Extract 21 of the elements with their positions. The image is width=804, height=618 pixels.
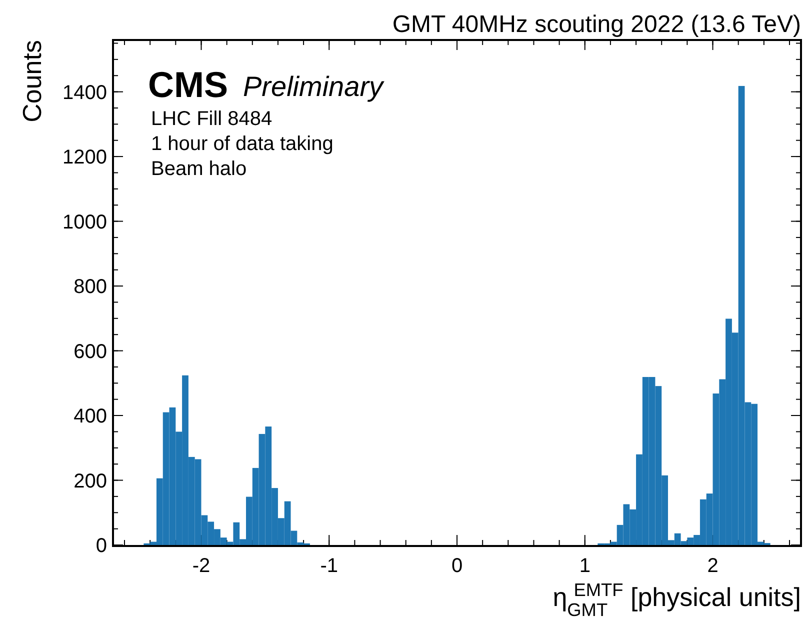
y-tick-label: 200 — [74, 470, 107, 492]
y-tick-label: 400 — [74, 406, 107, 428]
annotation: 1 hour of data taking — [151, 133, 334, 155]
x-tick-label: -2 — [192, 555, 210, 577]
x-axis-title: η$_{GMT}$$^{EMTF}$ [physical units] — [552, 580, 801, 618]
y-tick-label: 1200 — [62, 146, 107, 169]
annotation: LHC Fill 8484 — [151, 108, 272, 130]
y-tick-label: 800 — [74, 276, 107, 298]
chart-title: GMT 40MHz scouting 2022 (13.6 TeV) — [392, 11, 801, 38]
y-tick-label: 600 — [74, 340, 107, 363]
annotation: CMS — [148, 64, 228, 105]
annotation: Beam halo — [151, 158, 247, 180]
y-axis-title: Counts — [17, 40, 47, 122]
y-tick-label: 0 — [96, 535, 107, 557]
x-tick-label: 1 — [579, 555, 590, 577]
x-tick-label: 2 — [707, 555, 718, 577]
y-tick-label: 1000 — [62, 211, 107, 234]
y-tick-label: 1400 — [62, 82, 107, 104]
x-tick-label: 0 — [451, 555, 463, 577]
annotation: Preliminary — [243, 71, 386, 102]
x-tick-label: -1 — [320, 555, 338, 577]
